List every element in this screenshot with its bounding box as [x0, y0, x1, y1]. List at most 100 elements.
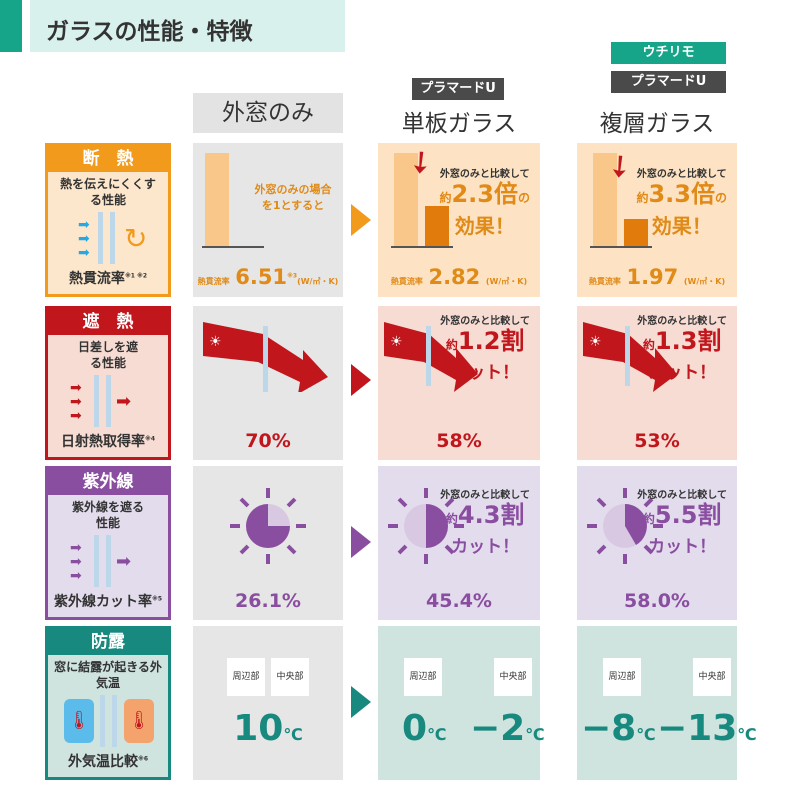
uv-cut-value: 26.1%	[235, 590, 301, 612]
center-label: 中央部	[271, 658, 309, 696]
svg-text:☀: ☀	[209, 334, 222, 350]
product-tag-uchirimo: ウチリモ	[611, 42, 726, 64]
value-key: 熱貫流率	[588, 277, 621, 286]
effect-text: 効果！	[454, 214, 515, 238]
effect-text: 効果！	[651, 214, 712, 238]
row-footer: 外気温比較	[67, 754, 138, 770]
unit: (W/㎡・K)	[297, 277, 339, 286]
compare-lead: 外窓のみと比較して	[637, 490, 727, 501]
cell-heat-single: ➘ 外窓のみと比較して 約2.3倍の 効果！ 熱貫流率 2.82 (W/㎡・K)	[378, 142, 540, 297]
row-footer: 日射熱取得率	[60, 434, 145, 450]
svg-text:☀: ☀	[589, 334, 602, 350]
center-label: 中央部	[494, 658, 532, 696]
improvement-value: 1.2割	[457, 327, 525, 355]
cell-solar-single: ☀ 外窓のみと比較して 約1.2割 カット！ 58%	[378, 306, 540, 460]
row-description: 日差しを遮る性能	[77, 340, 138, 370]
uv-block-icon: ➡ ➡ ➡ ➡	[48, 535, 168, 591]
edge-temperature: 0	[402, 708, 428, 749]
sun-icon	[230, 488, 306, 564]
row-description: 紫外線を遮る性能	[72, 500, 145, 530]
sunlight-arrow-icon: ☀	[203, 322, 328, 392]
edge-label: 周辺部	[227, 658, 265, 696]
cell-solar-double: ☀ 外窓のみと比較して約1.3割カット！ 53%	[577, 306, 737, 460]
row-label-solar: 遮 熱 日差しを遮る性能 ➡ ➡ ➡ ➡ 日射熱取得率※4	[45, 306, 171, 460]
unit: ℃	[636, 725, 656, 744]
arrow-right-icon	[351, 204, 371, 236]
u-value: 2.82	[428, 265, 481, 289]
value-key: 熱貫流率	[197, 277, 230, 286]
column-header-double-glass: 複層ガラス	[599, 111, 715, 137]
uv-cut-value: 45.4%	[426, 590, 492, 612]
row-description: 窓に結露が起きる外気温	[54, 660, 162, 690]
unit: ℃	[283, 725, 303, 744]
row-description: 熱を伝えにくくする性能	[60, 177, 156, 207]
sunlight-arrow-icon: ☀	[583, 322, 677, 392]
cell-solar-outer: ☀ 70%	[193, 306, 343, 460]
arrow-right-icon	[351, 526, 371, 558]
arrow-right-icon	[351, 686, 371, 718]
page-title: ガラスの性能・特徴	[30, 0, 345, 52]
improvement-value: 5.5割	[654, 501, 722, 529]
cut-text: カット！	[451, 537, 520, 557]
sun-icon	[388, 488, 464, 564]
compare-lead: 外窓のみと比較して	[636, 169, 727, 180]
column-header-single-glass: 単板ガラス	[401, 111, 517, 137]
improvement-value: 4.3割	[457, 501, 525, 529]
baseline-note: 外窓のみの場合を1とすると	[254, 183, 332, 212]
footnote: ※6	[137, 755, 148, 763]
edge-label: 周辺部	[404, 658, 442, 696]
center-label: 中央部	[693, 658, 731, 696]
unit: (W/㎡・K)	[485, 277, 528, 286]
product-tag: プラマードU	[611, 71, 726, 93]
cut-text: カット！	[648, 363, 717, 383]
bar-double	[624, 219, 648, 246]
footnote: ※3	[287, 272, 298, 280]
sun-icon	[587, 488, 663, 564]
center-temperature: −2	[470, 708, 526, 749]
prefix: 約	[439, 191, 452, 205]
suffix: の	[517, 191, 530, 205]
row-label-condensation: 防露 窓に結露が起きる外気温 🌡 🌡 外気温比較※6	[45, 626, 171, 780]
footnote: ※4	[144, 435, 155, 443]
cut-text: カット！	[648, 537, 717, 557]
product-tag: プラマードU	[412, 78, 504, 100]
bar-outer	[205, 153, 229, 246]
cell-dew-outer: 周辺部 中央部 10℃	[193, 626, 343, 780]
compare-lead: 外窓のみと比較して	[637, 316, 727, 327]
unit: (W/㎡・K)	[683, 277, 726, 286]
edge-label: 周辺部	[603, 658, 641, 696]
cell-uv-outer: 26.1%	[193, 466, 343, 620]
title-accent	[0, 0, 22, 52]
cell-heat-outer: 外窓のみの場合を1とすると 熱貫流率 6.51※3(W/㎡・K)	[193, 143, 343, 297]
solar-gain-value: 70%	[245, 430, 291, 452]
prefix: 約	[445, 338, 458, 352]
prefix: 約	[642, 512, 655, 526]
row-label-uv: 紫外線 紫外線を遮る性能 ➡ ➡ ➡ ➡ 紫外線カット率※5	[45, 466, 171, 620]
cell-heat-double: ➘ 外窓のみと比較して 約3.3倍の 効果！ 熱貫流率 1.97 (W/㎡・K)	[577, 143, 737, 297]
cell-dew-single: 周辺部 中央部 0℃ −2℃	[378, 626, 545, 780]
unit: ℃	[737, 725, 757, 744]
prefix: 約	[642, 338, 655, 352]
sunlight-arrow-icon: ☀	[384, 322, 478, 392]
u-value: 1.97	[626, 265, 679, 289]
solar-gain-value: 58%	[436, 430, 482, 452]
compare-lead: 外窓のみと比較して	[440, 490, 530, 501]
footnote: ※1 ※2	[124, 272, 148, 280]
prefix: 約	[636, 191, 649, 205]
cell-dew-double: 周辺部 中央部 −8℃ −13℃	[577, 626, 757, 780]
column-header-outer-only: 外窓のみ	[193, 93, 343, 133]
solar-gain-value: 53%	[634, 430, 680, 452]
prefix: 約	[445, 512, 458, 526]
arrow-right-icon	[351, 364, 371, 396]
suffix: の	[714, 191, 727, 205]
cell-uv-double: 外窓のみと比較して 約5.5割 カット！ 58.0%	[577, 466, 737, 620]
improvement-value: 1.3割	[654, 327, 722, 355]
heat-transfer-icon: ➡ ➡ ➡ ↻	[48, 212, 168, 268]
cut-text: カット！	[451, 363, 520, 383]
row-label-insulation: 断 熱 熱を伝えにくくする性能 ➡ ➡ ➡ ↻ 熱貫流率※1 ※2	[45, 143, 171, 297]
bar-single	[425, 206, 449, 246]
center-temperature: −13	[657, 708, 738, 749]
solar-block-icon: ➡ ➡ ➡ ➡	[48, 375, 168, 431]
u-value: 6.51	[235, 265, 288, 289]
cell-uv-single: 外窓のみと比較して約4.3割カット！ 45.4%	[378, 466, 540, 620]
